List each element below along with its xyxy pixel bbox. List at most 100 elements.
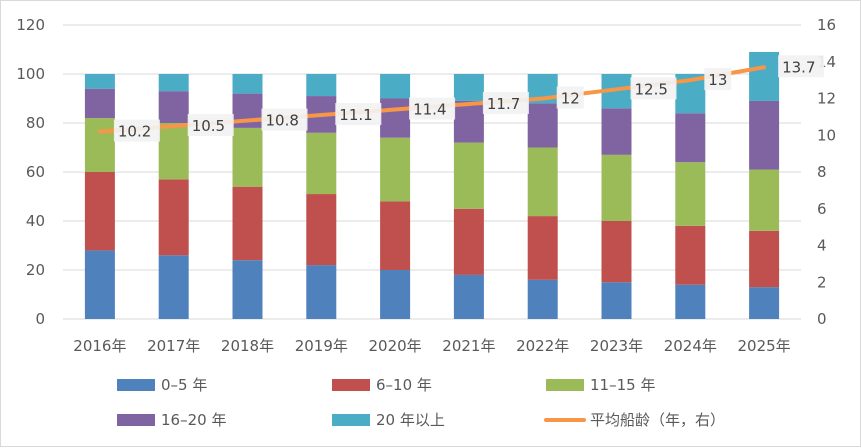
bar-segment	[84, 250, 115, 319]
data-label-bg	[187, 114, 234, 137]
bar-segment	[675, 162, 706, 226]
legend-label: 16–20 年	[161, 411, 226, 429]
bar-segment	[84, 172, 115, 251]
legend-swatch	[332, 414, 370, 426]
bar-segment	[232, 74, 263, 94]
x-tick-label: 2018年	[221, 337, 274, 355]
bar-segment	[232, 260, 263, 319]
bar-segment	[527, 147, 558, 217]
line-data-label: 13.7	[782, 58, 815, 76]
y-left-tick-label: 40	[26, 212, 45, 230]
bar-segment	[527, 103, 558, 148]
data-label-bg	[261, 108, 308, 131]
bar-segment	[453, 142, 484, 209]
x-tick-label: 2025年	[738, 337, 791, 355]
legend-swatch	[117, 414, 155, 426]
line-data-label: 10.5	[192, 117, 225, 135]
bar-segment	[84, 88, 115, 119]
line-data-label: 12	[561, 90, 580, 108]
line-data-label: 10.8	[266, 112, 299, 130]
legend-swatch	[117, 379, 155, 391]
bar-segment	[158, 74, 189, 92]
y-right-tick-label: 6	[817, 200, 827, 218]
bar-segment	[232, 127, 263, 187]
line-data-label: 10.2	[118, 123, 151, 141]
bar-segment	[749, 51, 780, 101]
x-tick-label: 2017年	[147, 337, 200, 355]
bar-segment	[380, 98, 411, 138]
data-label-bg	[482, 92, 529, 115]
x-tick-label: 2021年	[442, 337, 495, 355]
x-tick-label: 2022年	[516, 337, 569, 355]
legend-label: 0–5 年	[161, 376, 207, 394]
y-right-tick-label: 2	[817, 273, 827, 291]
bar-segment	[675, 113, 706, 163]
bar-segment	[232, 186, 263, 261]
bar-segment	[675, 284, 706, 319]
bar-segment	[306, 194, 337, 266]
legend-swatch	[332, 379, 370, 391]
bar-segment	[601, 108, 632, 155]
bar-segment	[84, 74, 115, 89]
y-left-tick-label: 0	[35, 310, 45, 328]
bar-segment	[749, 230, 780, 288]
y-right-tick-label: 8	[817, 163, 827, 181]
bar-segment	[749, 287, 780, 319]
bar-segment	[380, 201, 411, 270]
x-tick-label: 2016年	[73, 337, 126, 355]
bar-segment	[380, 270, 411, 319]
bar-segment	[749, 169, 780, 231]
bar-segment	[675, 225, 706, 285]
x-tick-label: 2020年	[369, 337, 422, 355]
bar-segment	[380, 137, 411, 202]
y-right-tick-label: 16	[817, 16, 836, 34]
y-left-tick-label: 120	[16, 16, 45, 34]
line-data-label: 11.1	[339, 106, 372, 124]
bar-segment	[84, 118, 115, 172]
bar-segment	[601, 154, 632, 221]
bar-segment	[158, 255, 189, 319]
x-tick-label: 2024年	[664, 337, 717, 355]
data-label-bg	[113, 119, 160, 142]
legend-swatch	[546, 379, 584, 391]
data-label-bg	[556, 86, 584, 109]
bar-segment	[306, 132, 337, 195]
bar-segment	[380, 74, 411, 99]
bar-segment	[527, 216, 558, 280]
x-tick-label: 2019年	[295, 337, 348, 355]
bar-segment	[527, 279, 558, 319]
bar-segment	[453, 208, 484, 275]
bar-segment	[453, 74, 484, 101]
y-right-tick-label: 10	[817, 126, 836, 144]
data-label-bg	[630, 77, 677, 100]
x-tick-label: 2023年	[590, 337, 643, 355]
y-left-tick-label: 60	[26, 163, 45, 181]
y-right-tick-label: 4	[817, 237, 827, 255]
bar-segment	[453, 274, 484, 319]
line-data-label: 11.4	[413, 101, 446, 119]
bar-segment	[158, 179, 189, 256]
line-data-label: 11.7	[487, 95, 520, 113]
data-label-bg	[778, 55, 825, 78]
bar-segment	[601, 282, 632, 319]
legend-label: 平均船龄（年，右）	[590, 411, 725, 429]
y-right-tick-label: 0	[817, 310, 827, 328]
bar-segment	[601, 221, 632, 283]
data-label-bg	[335, 103, 382, 126]
y-left-tick-label: 80	[26, 114, 45, 132]
line-data-label: 12.5	[635, 80, 668, 98]
y-right-tick-label: 12	[817, 90, 836, 108]
bar-segment	[306, 265, 337, 319]
y-left-tick-label: 20	[26, 261, 45, 279]
bar-segment	[453, 100, 484, 143]
y-left-tick-label: 100	[16, 65, 45, 83]
data-label-bg	[704, 68, 732, 91]
line-data-label: 13	[708, 71, 727, 89]
bar-segment	[158, 91, 189, 123]
legend-label: 6–10 年	[376, 376, 432, 394]
legend-label: 11–15 年	[590, 376, 655, 394]
legend-label: 20 年以上	[376, 411, 445, 429]
data-label-bg	[409, 97, 456, 120]
